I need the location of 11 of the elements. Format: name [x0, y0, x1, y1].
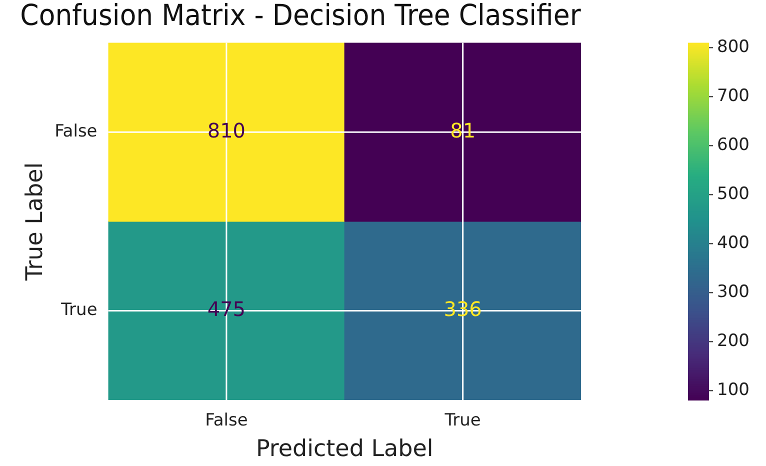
- color-bar-label: 400: [717, 233, 750, 254]
- color-bar-label: 300: [717, 282, 750, 302]
- color-bar-label: 700: [717, 86, 750, 106]
- color-bar-label: 200: [717, 331, 750, 352]
- color-bar-label: 600: [717, 135, 750, 156]
- chart-title: Confusion Matrix - Decision Tree Classifier: [20, 0, 582, 32]
- color-bar-label: 500: [717, 184, 750, 204]
- color-bar-label: 800: [717, 37, 750, 58]
- y-axis-title: True Label: [22, 162, 48, 282]
- x-axis-title: Predicted Label: [256, 436, 434, 462]
- color-bar-label: 100: [717, 380, 750, 400]
